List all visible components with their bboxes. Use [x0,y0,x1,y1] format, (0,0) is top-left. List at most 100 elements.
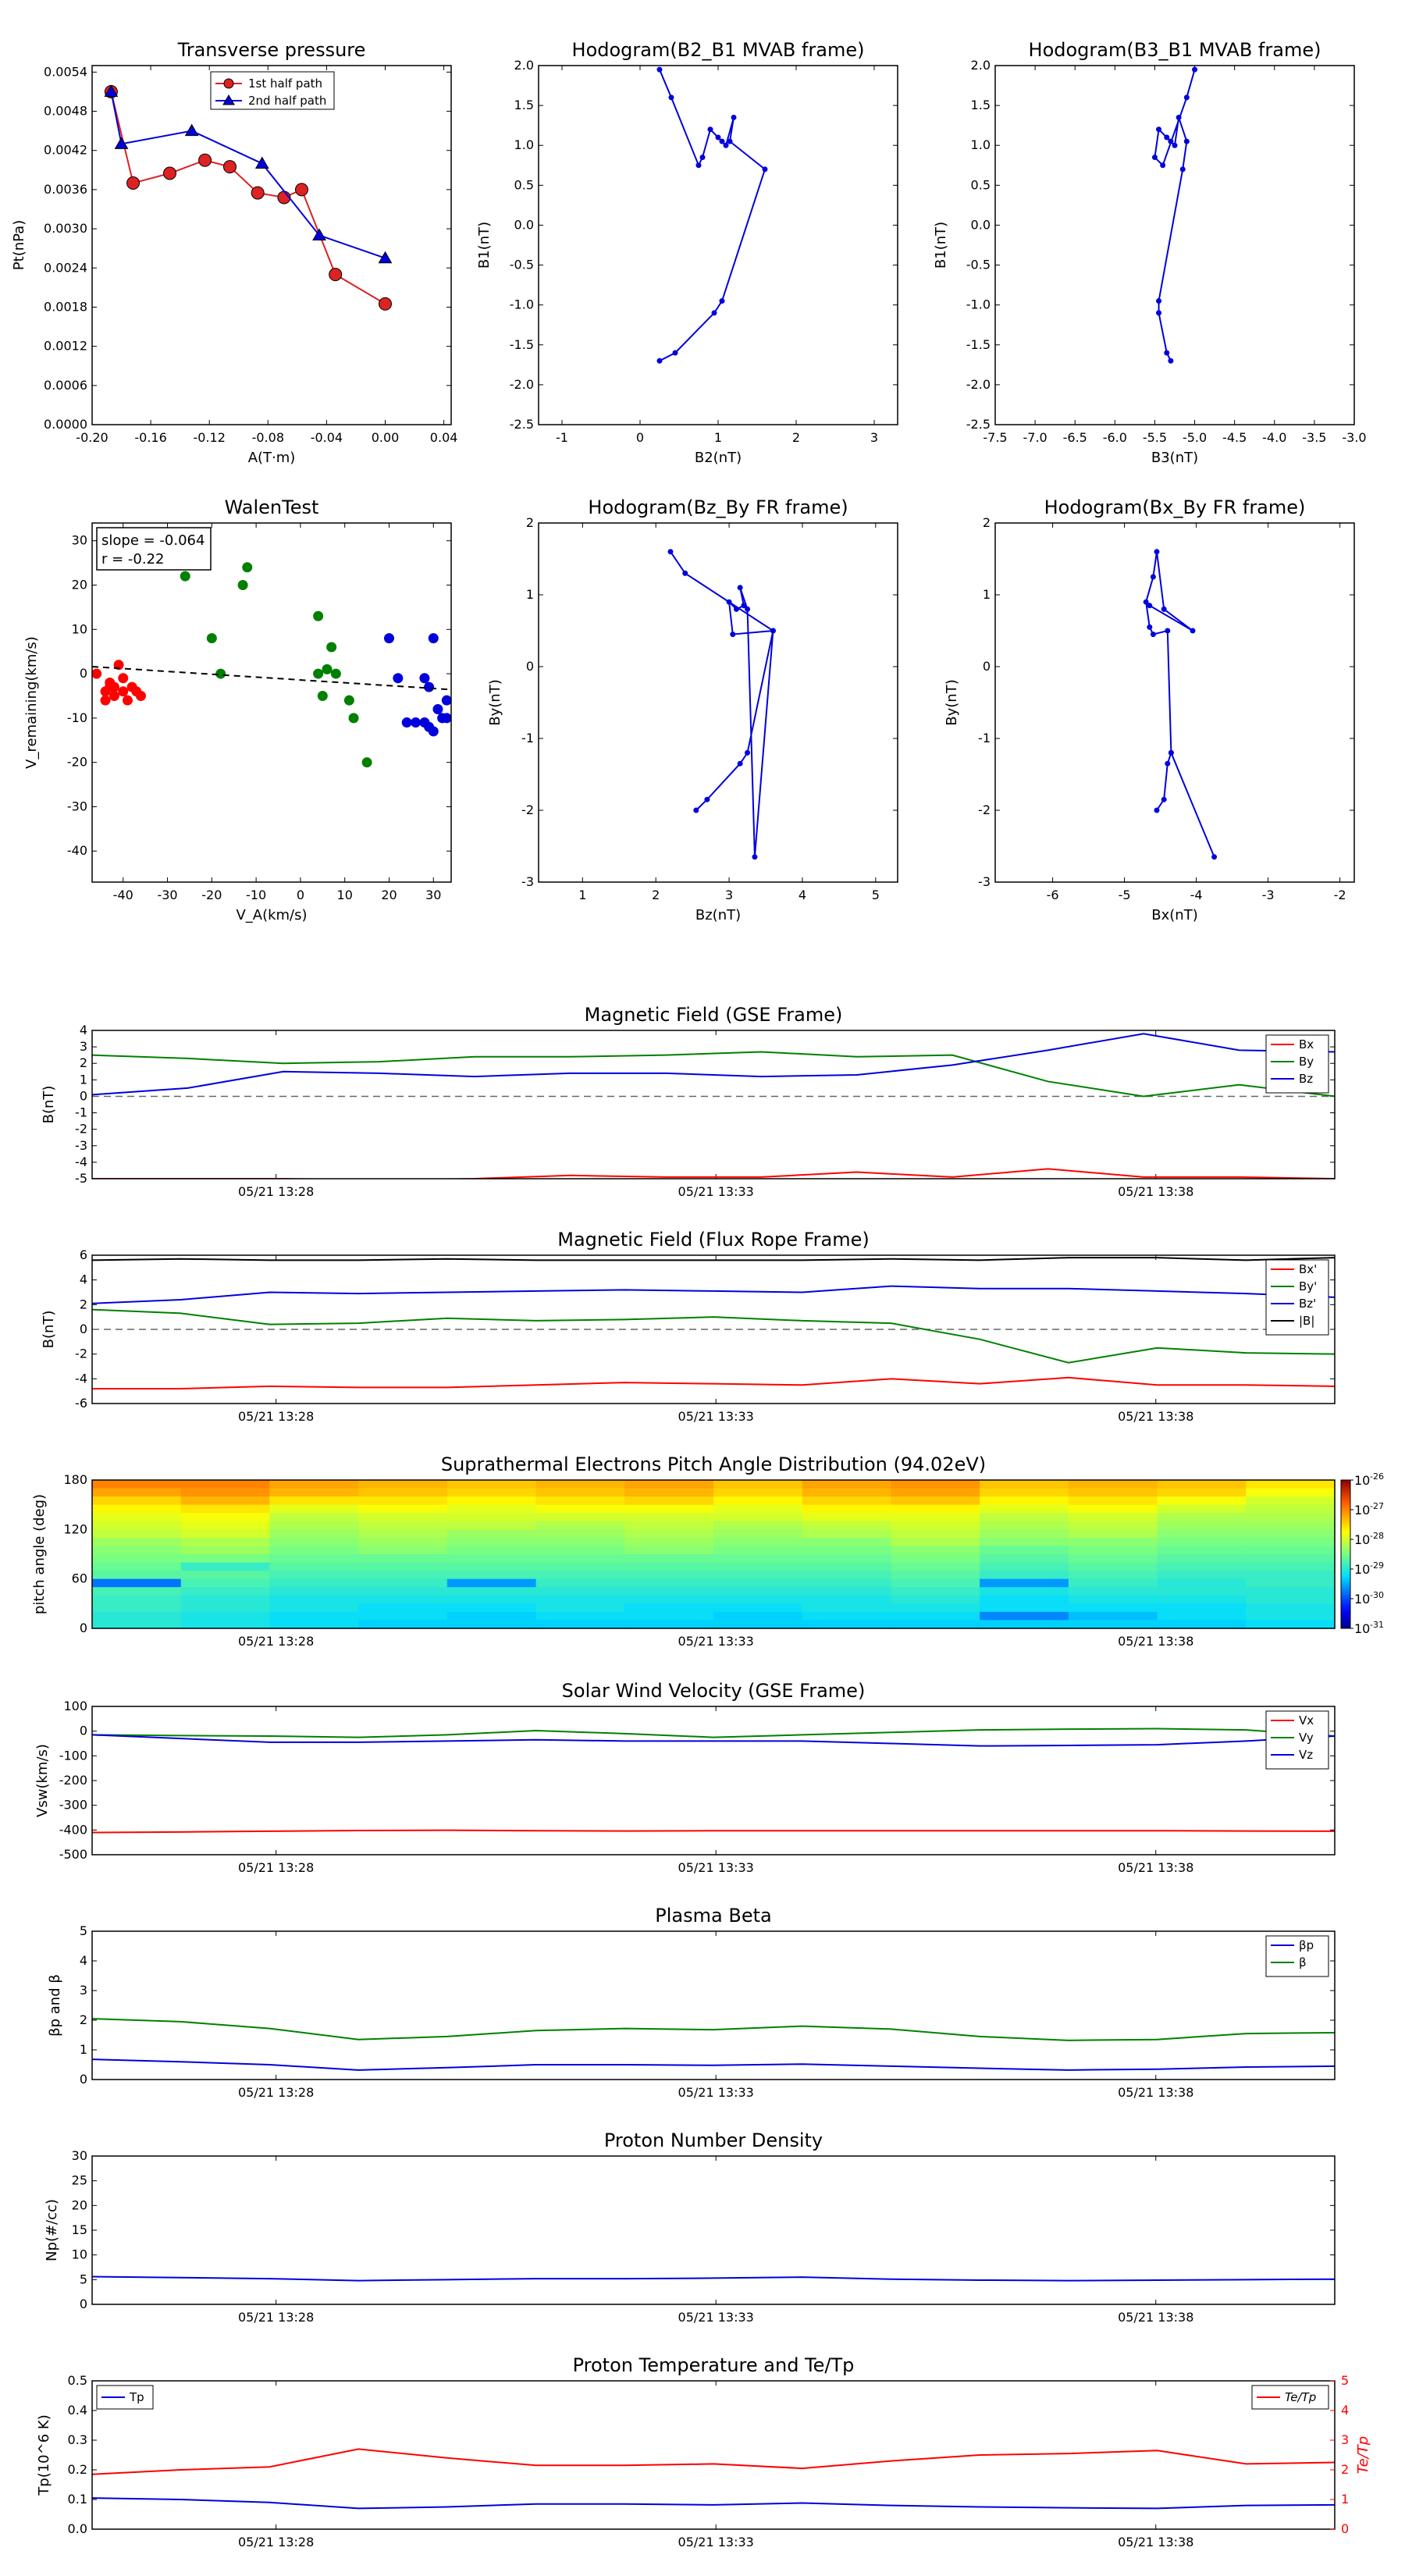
heatmap-cell [92,1513,182,1522]
heatmap-cell [1246,1603,1336,1613]
heatmap-cell [713,1595,803,1604]
proton-temperature-ytick-label: 0.2 [68,2462,87,2477]
hodogram-bx-by-frame [994,522,1355,883]
mag-field-fr-ytick-label: 2 [80,1297,87,1311]
heatmap-cell [446,1620,537,1629]
mag-field-fr-series-line-3 [92,1257,1335,1261]
hodogram-b3-b1-ytick-label: 0.5 [971,177,991,192]
transverse-pressure-xtick-label: -0.20 [76,430,108,445]
mag-field-gse-data [92,1033,1335,1179]
heatmap-cell [1068,1603,1158,1613]
hodogram-b3-b1-point [1164,350,1170,356]
transverse-pressure-data [104,84,393,311]
heatmap-cell [1068,1611,1158,1621]
heatmap-cell [180,1504,271,1514]
walen-test-point [180,571,190,582]
solar-wind-velocity-ytick-label: -400 [59,1822,87,1837]
pitch-angle-xtick-label: 05/21 13:38 [1118,1634,1193,1649]
hodogram-b2-b1-ytick-label: -2.5 [510,417,534,432]
solar-wind-velocity-title: Solar Wind Velocity (GSE Frame) [562,1680,866,1702]
heatmap-cell [92,1595,182,1604]
heatmap-cell [624,1571,714,1580]
heatmap-cell [269,1480,359,1489]
proton-density-ytick-label: 5 [80,2272,87,2286]
hodogram-b3-b1-ytick-label: -2.5 [966,417,991,432]
heatmap-cell [92,1611,182,1621]
heatmap-cell [624,1504,714,1514]
heatmap-cell [92,1546,182,1555]
hodogram-bx-by-point [1154,807,1160,813]
heatmap-cell [180,1620,271,1629]
solar-wind-velocity-ytick-label: 0 [80,1724,87,1738]
heatmap-cell [1157,1546,1247,1555]
walen-test-frame [91,522,452,883]
proton-temperature-legend-label: Te/Tp [1285,2390,1316,2404]
mag-field-fr-series-line-0 [92,1376,1335,1389]
transverse-pressure-frame [91,65,452,425]
plasma-beta-data [92,2018,1335,2071]
heatmap-cell [802,1578,892,1588]
hodogram-b3-b1-point [1151,155,1158,161]
heatmap-cell [980,1620,1069,1629]
heatmap-cell [802,1529,892,1539]
colorbar-tick-base: 10 [1354,1473,1370,1488]
transverse-pressure-ytick-label: 0.0000 [44,417,87,432]
hodogram-bz-by-xtick-label: 1 [578,888,586,902]
plasma-beta-series-line-1 [92,2018,1335,2041]
heatmap-cell [891,1504,980,1514]
transverse-pressure-panel: Transverse pressure -0.20 -0.16 -0.12 -0.08 -… [11,39,457,466]
heatmap-cell [1157,1513,1247,1522]
hodogram-bz-by-point [682,570,688,576]
hodogram-b2-b1-point [762,166,768,173]
walen-slope-text: slope = -0.064 [101,532,205,549]
mag-field-fr-ytick-label: 4 [80,1272,87,1287]
heatmap-cell [92,1488,182,1497]
hodogram-bx-by-point [1161,796,1167,802]
heatmap-cell [535,1521,625,1530]
hodogram-bz-by-data [667,549,776,860]
proton-density-xtick-label: 05/21 13:33 [678,2310,754,2325]
heatmap-cell [92,1562,182,1571]
walen-test-point [419,673,430,684]
hodogram-b2-b1-point [656,66,663,73]
proton-density-ytick-label: 10 [72,2247,87,2262]
heatmap-cell [1246,1513,1336,1522]
heatmap-cell [1246,1496,1336,1506]
heatmap-cell [1157,1529,1247,1539]
hodogram-bz-by-point [737,585,743,591]
transverse-pressure-point [184,123,199,137]
colorbar-tick-base: 10 [1354,1592,1370,1606]
solar-wind-velocity-xtick-label: 05/21 13:33 [678,1860,754,1875]
walen-test-point [317,690,328,701]
heatmap-cell [180,1587,271,1596]
walen-test-xtick-label: 30 [425,888,441,902]
walen-test-title: WalenTest [225,496,319,518]
heatmap-cell [1157,1504,1247,1514]
heatmap-cell [802,1595,892,1604]
heatmap-cell [980,1587,1069,1596]
heatmap-cell [180,1611,271,1621]
proton-temperature-ylabel-right: Te/Tp [1355,2436,1371,2474]
heatmap-cell [1068,1595,1158,1604]
heatmap-cell [624,1513,714,1522]
hodogram-bx-by-ytick-label: -3 [978,874,991,889]
hodogram-b2-b1-xtick-label: 1 [714,430,722,445]
heatmap-cell [535,1546,625,1555]
heatmap-cell [358,1620,448,1629]
walen-test-point [330,668,341,679]
proton-temperature-ytick-label: 0.5 [68,2373,87,2388]
heatmap-cell [891,1513,980,1522]
legend-label: 2nd half path [248,94,326,108]
heatmap-cell [1157,1562,1247,1571]
heatmap-cell [624,1496,714,1506]
colorbar-tick-exponent: -31 [1370,1620,1384,1630]
heatmap-cell [446,1488,537,1497]
hodogram-b3-b1-ytick-label: 0.0 [971,217,991,232]
hodogram-bz-by-panel: Hodogram(Bz_By FR frame) 1 2 3 4 5 -3 -2 -1 0 1 2 Bz… [487,496,898,923]
hodogram-bz-by-ylabel: By(nT) [487,679,503,725]
heatmap-cell [624,1587,714,1596]
heatmap-cell [1068,1521,1158,1530]
transverse-pressure-point [222,160,237,174]
plasma-beta-ytick-label: 5 [80,1923,87,1938]
heatmap-cell [446,1554,537,1564]
